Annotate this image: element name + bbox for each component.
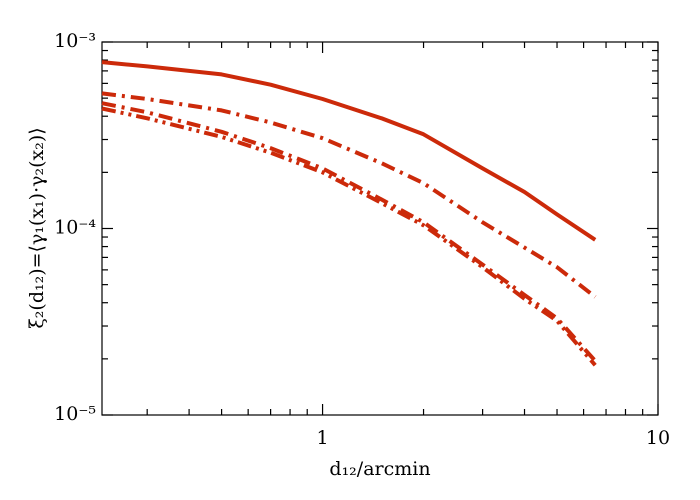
x-tick-label: 1 bbox=[317, 427, 329, 449]
series-line bbox=[101, 60, 597, 242]
y-axis-label: ξ₂(d₁₂)=⟨γ₁(x₁)·γ₂(x₂)⟩ bbox=[26, 127, 48, 328]
y-tick-label: 10⁻⁵ bbox=[54, 403, 96, 425]
y-tick-label: 10⁻⁴ bbox=[54, 217, 96, 239]
x-axis-label: d₁₂/arcmin bbox=[329, 458, 430, 480]
series-line bbox=[101, 106, 597, 367]
x-tick-label: 10 bbox=[646, 427, 670, 449]
series-line bbox=[101, 91, 597, 299]
y-tick-label: 10⁻³ bbox=[54, 30, 96, 52]
series-line bbox=[101, 101, 597, 363]
